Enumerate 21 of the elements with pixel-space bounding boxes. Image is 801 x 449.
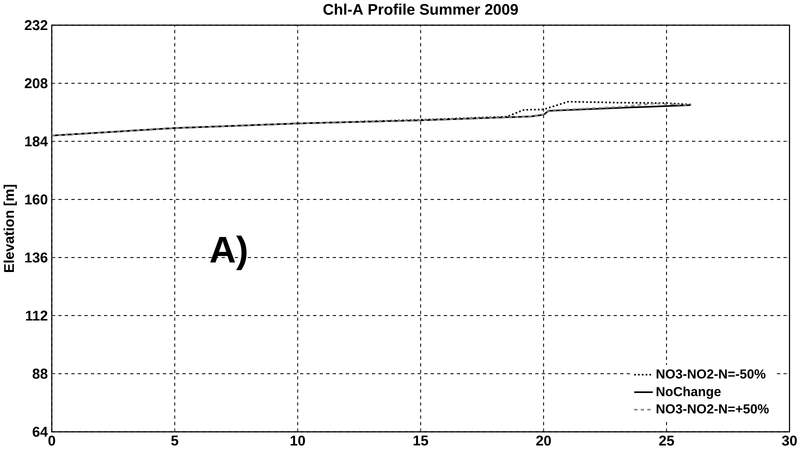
x-tick-label: 0	[48, 435, 56, 446]
chart-title: Chl-A Profile Summer 2009	[323, 3, 518, 15]
annotation: A)	[210, 235, 247, 270]
legend-label: NO3-NO2-N=+50%	[656, 404, 769, 414]
x-tick-label: 5	[171, 435, 178, 446]
y-axis-title: Elevation [m]	[4, 184, 17, 272]
y-tick-label: 208	[24, 78, 48, 88]
legend-label: NoChange	[656, 386, 721, 399]
legend-label: NO3-NO2-N=-50%	[656, 369, 766, 378]
x-tick-label: 25	[659, 435, 674, 446]
x-tick-label: 30	[782, 435, 797, 446]
x-tick-label: 10	[290, 435, 305, 446]
y-tick-label: 112	[26, 310, 48, 320]
y-tick-label: 88	[32, 368, 48, 379]
y-tick-label: 136	[25, 252, 48, 262]
y-tick-label: 184	[25, 136, 48, 146]
x-tick-label: 15	[414, 435, 428, 446]
y-tick-label: 64	[32, 426, 48, 437]
x-tick-label: 20	[536, 435, 551, 446]
y-tick-label: 232	[24, 20, 48, 30]
y-tick-label: 160	[25, 194, 48, 204]
